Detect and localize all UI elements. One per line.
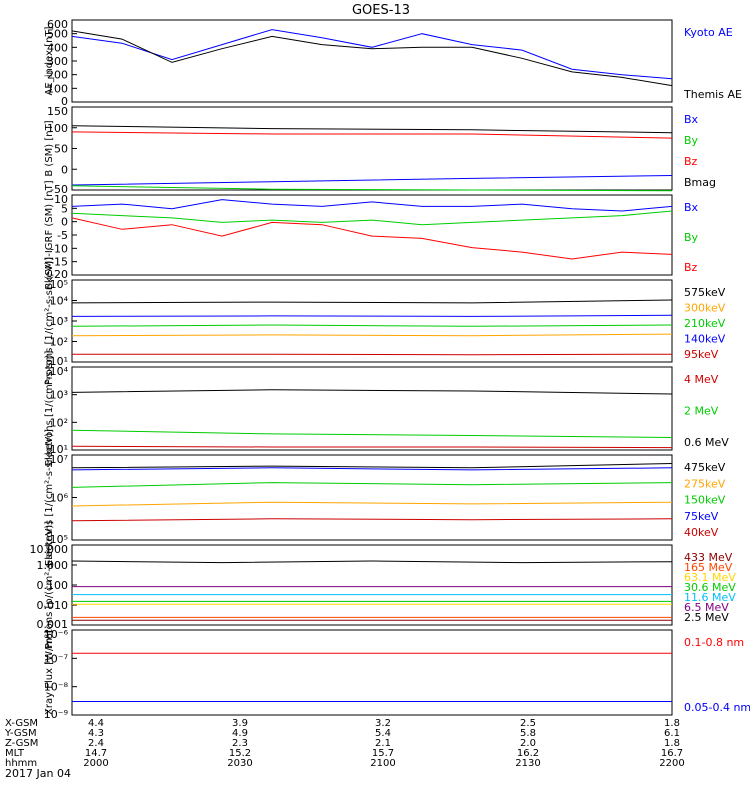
- series-line-2: [72, 502, 672, 506]
- ephemeris-value: 2130: [515, 758, 540, 769]
- y-axis-label: AE_index [nT]: [44, 26, 55, 95]
- y-tick-label: 50: [54, 143, 68, 156]
- plot-title: GOES-13: [352, 3, 410, 18]
- y-axis-label: Xray Flux [W/m²]: [44, 630, 55, 715]
- series-line-3: [72, 325, 672, 326]
- legend-entry: 150keV: [684, 494, 726, 507]
- ephemeris-value: 2100: [370, 758, 395, 769]
- legend-entry: Themis AE: [683, 88, 742, 101]
- series-line-1: [72, 300, 672, 303]
- series-line-2: [72, 334, 672, 336]
- legend-entry: 210keV: [684, 317, 726, 330]
- series-line-1: [72, 200, 672, 211]
- legend-entry: Bz: [684, 261, 698, 274]
- legend-entry: 0.1-0.8 nm: [684, 636, 744, 649]
- legend-entry: 4 MeV: [684, 373, 719, 386]
- ephemeris-value: 2000: [83, 758, 108, 769]
- panel-frame: [72, 107, 672, 190]
- legend-entry: Bx: [684, 201, 699, 214]
- ephemeris-value: 2200: [659, 758, 684, 769]
- legend-entry: Bx: [684, 113, 699, 126]
- legend-entry: 95keV: [684, 348, 719, 361]
- panel-frame: [72, 280, 672, 362]
- legend-entry: By: [684, 231, 699, 244]
- series-line-4: [72, 315, 672, 316]
- legend-entry: 575keV: [684, 286, 726, 299]
- legend-entry: 300keV: [684, 302, 726, 315]
- series-line-1: [72, 30, 672, 79]
- panel-frame: [72, 20, 672, 102]
- series-line-2: [72, 31, 672, 86]
- legend-entry: By: [684, 134, 699, 147]
- y-tick-label: 0: [61, 216, 68, 229]
- series-line-2: [72, 211, 672, 225]
- panel-frame: [72, 455, 672, 540]
- series-line-1: [72, 464, 672, 468]
- series-line-5: [72, 519, 672, 521]
- series-line-5: [72, 354, 672, 355]
- legend-entry: 0.05-0.4 nm: [684, 701, 750, 714]
- y-tick-label: 0: [61, 163, 68, 176]
- panel-frame: [72, 367, 672, 450]
- panel-frame: [72, 545, 672, 625]
- legend-entry: 2 MeV: [684, 405, 719, 418]
- series-line-3: [72, 132, 672, 138]
- legend-entry: Kyoto AE: [684, 26, 733, 39]
- series-line-3: [72, 218, 672, 259]
- y-tick-label: 5: [61, 202, 68, 215]
- legend-entry: 140keV: [684, 333, 726, 346]
- series-line-3: [72, 483, 672, 488]
- panel-frame: [72, 630, 672, 715]
- series-line-7: [72, 561, 672, 563]
- ephemeris-value: 2030: [227, 758, 252, 769]
- series-line-1: [72, 446, 672, 447]
- series-line-2: [72, 430, 672, 437]
- series-line-3: [72, 390, 672, 394]
- legend-entry: Bmag: [684, 176, 716, 189]
- legend-entry: 2.5 MeV: [684, 611, 729, 624]
- y-axis-label: B (SM) [nT]: [44, 120, 55, 176]
- series-line-4: [72, 468, 672, 470]
- y-tick-label: 150: [47, 105, 68, 118]
- date-label: 2017 Jan 04: [5, 767, 71, 780]
- series-line-4: [72, 126, 672, 133]
- legend-entry: 275keV: [684, 477, 726, 490]
- legend-entry: 40keV: [684, 526, 719, 539]
- legend-entry: 75keV: [684, 510, 719, 523]
- series-line-1: [72, 176, 672, 186]
- y-tick-label: -5: [57, 229, 68, 242]
- panel-frame: [72, 195, 672, 275]
- legend-entry: 0.6 MeV: [684, 436, 729, 449]
- legend-entry: 475keV: [684, 461, 726, 474]
- legend-entry: Bz: [684, 155, 698, 168]
